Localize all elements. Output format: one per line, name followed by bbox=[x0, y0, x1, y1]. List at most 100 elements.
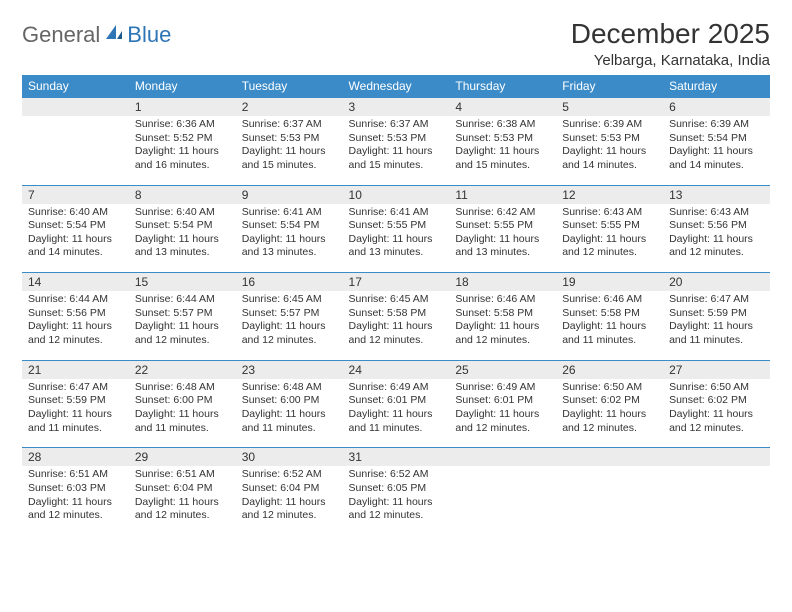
day-details: Sunrise: 6:49 AMSunset: 6:01 PMDaylight:… bbox=[343, 379, 450, 442]
day-detail-line: Sunset: 5:58 PM bbox=[455, 307, 550, 321]
day-detail-line: Sunset: 5:55 PM bbox=[349, 219, 444, 233]
day-details bbox=[22, 116, 129, 124]
day-details: Sunrise: 6:40 AMSunset: 5:54 PMDaylight:… bbox=[129, 204, 236, 267]
day-cell-number: 10 bbox=[343, 185, 450, 204]
day-cell-number: 18 bbox=[449, 272, 556, 291]
weekday-header: Monday bbox=[129, 75, 236, 97]
day-detail-line: Sunrise: 6:52 AM bbox=[349, 468, 444, 482]
day-detail-line: Sunrise: 6:40 AM bbox=[135, 206, 230, 220]
day-detail-line: and 12 minutes. bbox=[669, 422, 764, 436]
day-detail-line: and 12 minutes. bbox=[135, 509, 230, 523]
day-cell-number: 25 bbox=[449, 360, 556, 379]
day-cell-content: Sunrise: 6:49 AMSunset: 6:01 PMDaylight:… bbox=[449, 379, 556, 448]
day-detail-line: and 13 minutes. bbox=[242, 246, 337, 260]
day-details: Sunrise: 6:45 AMSunset: 5:58 PMDaylight:… bbox=[343, 291, 450, 354]
weekday-header: Wednesday bbox=[343, 75, 450, 97]
day-cell-content: Sunrise: 6:41 AMSunset: 5:55 PMDaylight:… bbox=[343, 204, 450, 273]
day-detail-line: Sunrise: 6:48 AM bbox=[135, 381, 230, 395]
day-cell-content: Sunrise: 6:51 AMSunset: 6:03 PMDaylight:… bbox=[22, 466, 129, 535]
day-detail-line: Daylight: 11 hours bbox=[242, 320, 337, 334]
day-details: Sunrise: 6:44 AMSunset: 5:56 PMDaylight:… bbox=[22, 291, 129, 354]
day-cell-content: Sunrise: 6:37 AMSunset: 5:53 PMDaylight:… bbox=[236, 116, 343, 185]
day-detail-line: and 11 minutes. bbox=[242, 422, 337, 436]
week-content-row: Sunrise: 6:40 AM Sunset: 5:54 PM Daylight:… bbox=[22, 204, 770, 273]
day-number: 14 bbox=[22, 272, 129, 291]
day-detail-line: Daylight: 11 hours bbox=[135, 496, 230, 510]
day-number: 31 bbox=[343, 447, 450, 466]
day-cell-number: 11 bbox=[449, 185, 556, 204]
day-cell-content: Sunrise: 6:46 AMSunset: 5:58 PMDaylight:… bbox=[449, 291, 556, 360]
day-detail-line: Daylight: 11 hours bbox=[349, 496, 444, 510]
day-detail-line: and 13 minutes. bbox=[135, 246, 230, 260]
day-detail-line: Daylight: 11 hours bbox=[28, 408, 123, 422]
day-details: Sunrise: 6:46 AMSunset: 5:58 PMDaylight:… bbox=[556, 291, 663, 354]
day-detail-line: Sunrise: 6:44 AM bbox=[28, 293, 123, 307]
day-cell-content: Sunrise: 6:47 AMSunset: 5:59 PMDaylight:… bbox=[22, 379, 129, 448]
day-number: 30 bbox=[236, 447, 343, 466]
day-detail-line: and 14 minutes. bbox=[28, 246, 123, 260]
day-cell-number: 20 bbox=[663, 272, 770, 291]
day-detail-line: Daylight: 11 hours bbox=[28, 233, 123, 247]
day-cell-number: 23 bbox=[236, 360, 343, 379]
day-detail-line: Sunrise: 6:41 AM bbox=[349, 206, 444, 220]
day-cell-content: Sunrise: 6:41 AMSunset: 5:54 PMDaylight:… bbox=[236, 204, 343, 273]
day-detail-line: Daylight: 11 hours bbox=[135, 320, 230, 334]
day-cell-number: 31 bbox=[343, 447, 450, 466]
day-cell-content: Sunrise: 6:48 AMSunset: 6:00 PMDaylight:… bbox=[236, 379, 343, 448]
day-detail-line: Sunset: 5:54 PM bbox=[242, 219, 337, 233]
day-number: 28 bbox=[22, 447, 129, 466]
day-details: Sunrise: 6:48 AMSunset: 6:00 PMDaylight:… bbox=[236, 379, 343, 442]
day-detail-line: Sunset: 6:02 PM bbox=[562, 394, 657, 408]
day-details bbox=[663, 466, 770, 474]
day-detail-line: Sunrise: 6:47 AM bbox=[669, 293, 764, 307]
day-details: Sunrise: 6:50 AMSunset: 6:02 PMDaylight:… bbox=[556, 379, 663, 442]
day-detail-line: Sunset: 5:56 PM bbox=[669, 219, 764, 233]
day-detail-line: Sunset: 5:53 PM bbox=[455, 132, 550, 146]
day-number: 11 bbox=[449, 185, 556, 204]
week-content-row: Sunrise: 6:36 AMSunset: 5:52 PMDaylight:… bbox=[22, 116, 770, 185]
day-details: Sunrise: 6:45 AMSunset: 5:57 PMDaylight:… bbox=[236, 291, 343, 354]
day-detail-line: Sunrise: 6:37 AM bbox=[242, 118, 337, 132]
day-detail-line: Daylight: 11 hours bbox=[455, 145, 550, 159]
day-cell-content: Sunrise: 6:52 AMSunset: 6:05 PMDaylight:… bbox=[343, 466, 450, 535]
day-detail-line: and 15 minutes. bbox=[455, 159, 550, 173]
day-detail-line: Sunrise: 6:49 AM bbox=[349, 381, 444, 395]
day-detail-line: Daylight: 11 hours bbox=[455, 408, 550, 422]
day-details: Sunrise: 6:37 AMSunset: 5:53 PMDaylight:… bbox=[343, 116, 450, 179]
day-detail-line: Daylight: 11 hours bbox=[349, 145, 444, 159]
day-detail-line: and 13 minutes. bbox=[349, 246, 444, 260]
day-detail-line: Sunrise: 6:43 AM bbox=[562, 206, 657, 220]
day-detail-line: Sunset: 6:04 PM bbox=[135, 482, 230, 496]
day-number: 9 bbox=[236, 185, 343, 204]
day-detail-line: and 12 minutes. bbox=[135, 334, 230, 348]
day-cell-number: 22 bbox=[129, 360, 236, 379]
weekday-header: Friday bbox=[556, 75, 663, 97]
day-cell-content: Sunrise: 6:40 AMSunset: 5:54 PMDaylight:… bbox=[129, 204, 236, 273]
day-number: 8 bbox=[129, 185, 236, 204]
day-detail-line: Sunset: 6:01 PM bbox=[455, 394, 550, 408]
day-details: Sunrise: 6:52 AMSunset: 6:04 PMDaylight:… bbox=[236, 466, 343, 529]
day-cell-content bbox=[556, 466, 663, 535]
day-details: Sunrise: 6:43 AMSunset: 5:55 PMDaylight:… bbox=[556, 204, 663, 267]
day-details: Sunrise: 6:47 AMSunset: 5:59 PMDaylight:… bbox=[22, 379, 129, 442]
day-detail-line: Sunset: 5:55 PM bbox=[455, 219, 550, 233]
day-detail-line: Sunset: 5:59 PM bbox=[669, 307, 764, 321]
header: General Blue December 2025 Yelbarga, Kar… bbox=[22, 18, 770, 69]
day-cell-content bbox=[663, 466, 770, 535]
day-detail-line: Daylight: 11 hours bbox=[28, 320, 123, 334]
day-number: 1 bbox=[129, 97, 236, 116]
day-cell-number: 19 bbox=[556, 272, 663, 291]
day-detail-line: Daylight: 11 hours bbox=[669, 408, 764, 422]
day-detail-line: Sunrise: 6:45 AM bbox=[242, 293, 337, 307]
day-details: Sunrise: 6:37 AMSunset: 5:53 PMDaylight:… bbox=[236, 116, 343, 179]
day-detail-line: and 15 minutes. bbox=[349, 159, 444, 173]
day-detail-line: Daylight: 11 hours bbox=[349, 408, 444, 422]
logo-word-general: General bbox=[22, 22, 100, 48]
day-detail-line: Sunset: 5:57 PM bbox=[135, 307, 230, 321]
day-cell-number: 28 bbox=[22, 447, 129, 466]
day-detail-line: Sunrise: 6:50 AM bbox=[669, 381, 764, 395]
day-number: 26 bbox=[556, 360, 663, 379]
day-detail-line: Sunset: 5:52 PM bbox=[135, 132, 230, 146]
day-cell-number: 4 bbox=[449, 97, 556, 116]
day-cell-content bbox=[22, 116, 129, 185]
